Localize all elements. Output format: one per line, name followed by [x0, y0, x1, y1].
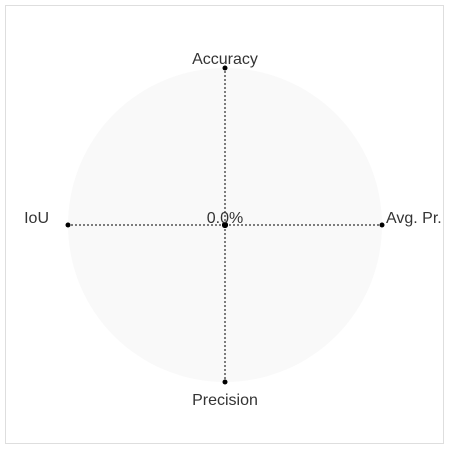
data-point — [222, 222, 228, 228]
axis-label: IoU — [24, 210, 49, 227]
center-value-label: 0.0% — [207, 210, 243, 227]
axis-end-marker — [379, 222, 385, 228]
axis-label: Precision — [192, 392, 258, 409]
axis-end-marker — [222, 379, 228, 385]
axis-end-marker — [222, 65, 228, 71]
axis-label: Avg. Pr. — [386, 210, 442, 227]
axis-label: Accuracy — [192, 51, 258, 68]
axis-end-marker — [65, 222, 71, 228]
